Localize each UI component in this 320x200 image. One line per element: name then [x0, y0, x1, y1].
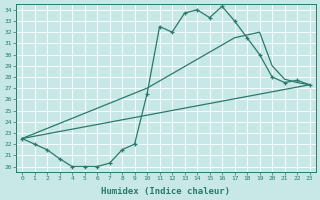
X-axis label: Humidex (Indice chaleur): Humidex (Indice chaleur)	[101, 187, 230, 196]
